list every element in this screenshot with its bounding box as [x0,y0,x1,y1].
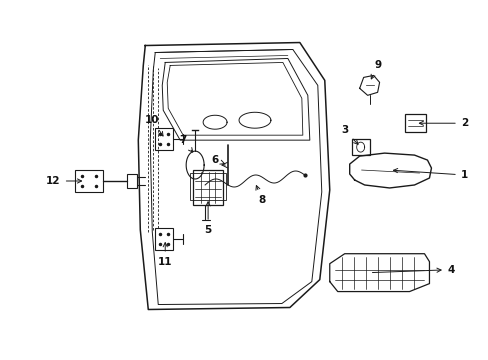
Bar [404,114,426,132]
Bar [190,173,225,200]
Text: 8: 8 [255,186,265,205]
Text: 2: 2 [419,118,467,128]
Text: 1: 1 [393,168,467,180]
Bar [193,170,223,205]
Bar [127,174,137,188]
Bar [351,139,369,155]
Bar [75,170,103,192]
Text: 12: 12 [46,176,81,186]
Text: 5: 5 [204,202,211,235]
Text: 3: 3 [341,125,357,144]
Text: 10: 10 [145,115,163,136]
Bar [155,228,173,250]
Text: 6: 6 [211,155,224,165]
Text: 9: 9 [370,60,381,79]
Text: 4: 4 [372,265,454,275]
Bar [155,128,173,150]
Text: 7: 7 [179,135,192,152]
Text: 11: 11 [158,243,172,267]
